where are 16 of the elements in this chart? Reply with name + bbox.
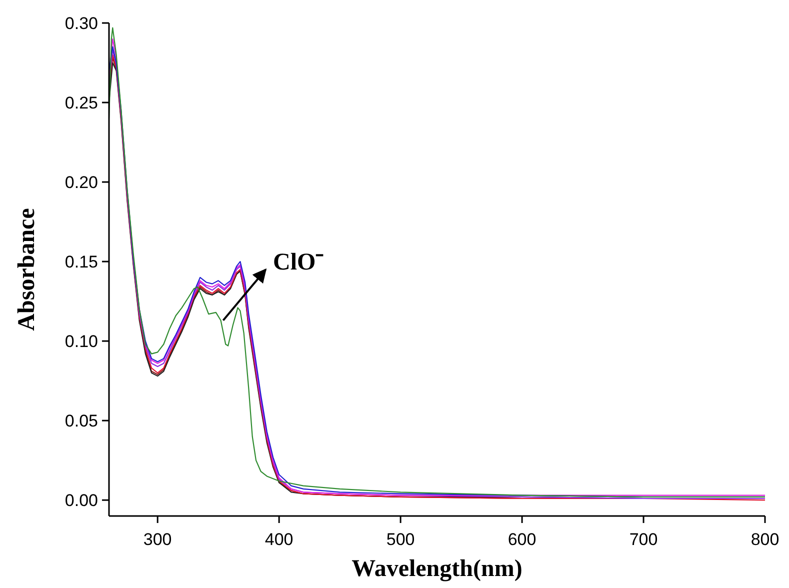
y-tick-label: 0.10 [64, 332, 98, 352]
y-tick-label: 0.30 [64, 14, 98, 33]
y-axis-title: Absorbance [14, 208, 40, 331]
x-tick-label: 600 [508, 530, 536, 549]
y-tick-label: 0.00 [64, 491, 98, 510]
x-axis-title: Wavelength(nm) [352, 556, 522, 582]
x-tick-label: 500 [386, 530, 415, 549]
x-tick-label: 700 [629, 530, 658, 549]
annotation: ClO⁻ [273, 250, 324, 276]
y-tick-label: 0.25 [64, 94, 98, 113]
y-tick-label: 0.05 [64, 412, 98, 431]
y-tick-label: 0.20 [64, 173, 98, 192]
x-tick-label: 400 [264, 530, 294, 549]
x-tick-label: 800 [750, 530, 780, 549]
x-tick-label: 300 [143, 530, 172, 549]
y-tick-label: 0.15 [64, 252, 98, 272]
